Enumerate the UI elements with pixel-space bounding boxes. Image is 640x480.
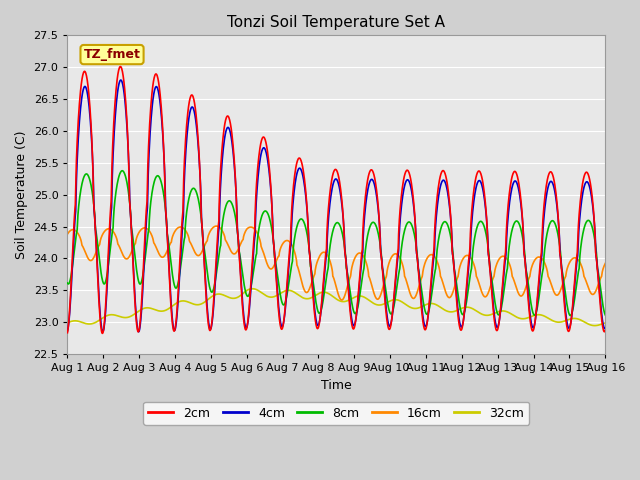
32cm <box>538 312 546 318</box>
32cm <box>170 302 178 308</box>
8cm <box>420 303 428 309</box>
32cm <box>591 323 598 328</box>
4cm <box>184 124 191 130</box>
16cm <box>602 261 609 266</box>
Y-axis label: Soil Temperature (C): Soil Temperature (C) <box>15 131 28 259</box>
4cm <box>171 327 179 333</box>
16cm <box>212 223 220 229</box>
Line: 32cm: 32cm <box>67 288 605 325</box>
Line: 16cm: 16cm <box>67 226 605 300</box>
8cm <box>170 282 178 288</box>
Title: Tonzi Soil Temperature Set A: Tonzi Soil Temperature Set A <box>227 15 445 30</box>
2cm <box>602 327 609 333</box>
16cm <box>420 262 428 268</box>
Legend: 2cm, 4cm, 8cm, 16cm, 32cm: 2cm, 4cm, 8cm, 16cm, 32cm <box>143 402 529 425</box>
Line: 2cm: 2cm <box>67 67 605 333</box>
X-axis label: Time: Time <box>321 379 352 392</box>
2cm <box>171 327 179 333</box>
8cm <box>118 168 126 174</box>
8cm <box>490 295 498 301</box>
2cm <box>116 64 124 70</box>
8cm <box>602 312 609 318</box>
2cm <box>244 317 252 323</box>
2cm <box>63 330 71 336</box>
2cm <box>184 110 191 116</box>
4cm <box>420 322 428 328</box>
32cm <box>63 320 71 326</box>
32cm <box>490 311 498 316</box>
16cm <box>338 297 346 303</box>
8cm <box>566 312 574 318</box>
32cm <box>602 320 609 326</box>
Line: 8cm: 8cm <box>67 171 605 315</box>
4cm <box>63 328 71 334</box>
16cm <box>538 256 546 262</box>
Line: 4cm: 4cm <box>67 80 605 332</box>
32cm <box>243 288 251 293</box>
16cm <box>63 231 71 237</box>
32cm <box>183 299 191 304</box>
4cm <box>538 244 546 250</box>
2cm <box>538 230 546 236</box>
2cm <box>491 320 499 325</box>
4cm <box>134 329 142 335</box>
16cm <box>183 230 191 236</box>
8cm <box>244 293 252 299</box>
8cm <box>538 274 546 279</box>
16cm <box>491 269 499 275</box>
16cm <box>170 230 178 236</box>
2cm <box>420 326 428 332</box>
4cm <box>602 325 609 331</box>
Text: TZ_fmet: TZ_fmet <box>84 48 140 61</box>
4cm <box>244 319 252 324</box>
32cm <box>420 302 428 308</box>
4cm <box>117 77 125 83</box>
16cm <box>244 226 252 231</box>
8cm <box>184 204 191 209</box>
8cm <box>63 280 71 286</box>
4cm <box>491 315 499 321</box>
32cm <box>248 286 256 291</box>
2cm <box>99 330 106 336</box>
